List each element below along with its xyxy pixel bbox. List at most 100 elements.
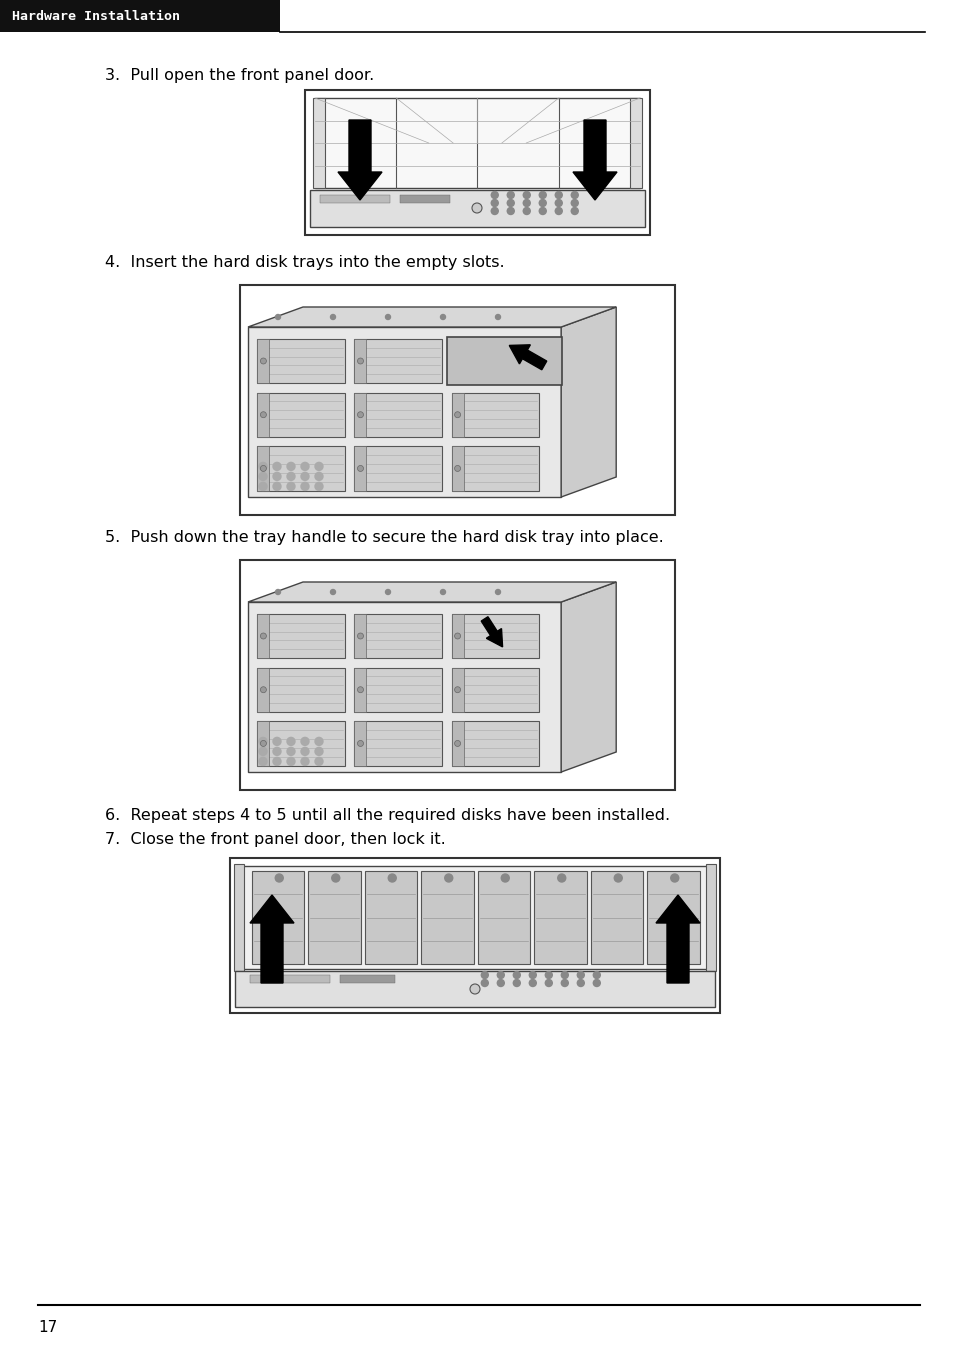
Circle shape	[357, 687, 363, 693]
Bar	[310, 190, 644, 227]
Circle shape	[481, 980, 488, 987]
Bar	[451, 614, 538, 657]
Circle shape	[357, 358, 363, 364]
Circle shape	[301, 737, 309, 745]
Circle shape	[440, 590, 445, 594]
Circle shape	[529, 980, 536, 987]
Bar	[451, 668, 538, 711]
Bar	[257, 668, 269, 711]
Circle shape	[577, 980, 583, 987]
Bar	[647, 871, 700, 964]
Bar	[451, 668, 463, 711]
Bar	[446, 338, 561, 385]
Circle shape	[538, 208, 546, 215]
Polygon shape	[560, 306, 616, 497]
Circle shape	[454, 633, 460, 639]
Circle shape	[507, 192, 514, 198]
Bar	[257, 339, 269, 383]
Circle shape	[491, 208, 497, 215]
Bar	[451, 614, 463, 657]
Bar	[590, 871, 643, 964]
Circle shape	[258, 482, 267, 490]
Bar	[477, 871, 530, 964]
Circle shape	[497, 972, 504, 979]
Circle shape	[558, 873, 565, 882]
Circle shape	[314, 482, 323, 490]
Circle shape	[495, 590, 500, 594]
Bar	[230, 859, 720, 1012]
Circle shape	[258, 463, 267, 470]
Circle shape	[444, 873, 453, 882]
Circle shape	[332, 873, 339, 882]
Bar	[705, 864, 716, 971]
Bar	[629, 99, 641, 188]
Bar	[257, 668, 345, 711]
Circle shape	[538, 200, 546, 207]
Bar	[257, 447, 269, 490]
Bar	[319, 194, 390, 202]
Bar	[451, 393, 463, 437]
Bar	[451, 447, 538, 490]
Circle shape	[571, 192, 578, 198]
Circle shape	[314, 757, 323, 765]
Circle shape	[388, 873, 395, 882]
Bar	[257, 721, 345, 765]
Circle shape	[560, 972, 568, 979]
Bar	[0, 0, 280, 32]
Circle shape	[275, 590, 280, 594]
Bar	[308, 871, 360, 964]
Text: 5.  Push down the tray handle to secure the hard disk tray into place.: 5. Push down the tray handle to secure t…	[105, 531, 663, 545]
Circle shape	[555, 192, 561, 198]
Circle shape	[301, 748, 309, 756]
Circle shape	[273, 472, 281, 481]
Circle shape	[258, 472, 267, 481]
Circle shape	[301, 463, 309, 470]
Polygon shape	[560, 582, 616, 772]
Circle shape	[301, 757, 309, 765]
Circle shape	[560, 980, 568, 987]
Bar	[355, 447, 442, 490]
Circle shape	[260, 633, 266, 639]
Circle shape	[301, 482, 309, 490]
Bar	[355, 721, 366, 765]
Bar	[365, 871, 417, 964]
Circle shape	[497, 980, 504, 987]
Bar	[313, 99, 325, 188]
FancyArrow shape	[656, 895, 700, 983]
Bar	[240, 285, 675, 514]
Circle shape	[454, 358, 460, 364]
Bar	[355, 614, 442, 657]
Bar	[451, 339, 463, 383]
Circle shape	[454, 412, 460, 417]
Text: 7.  Close the front panel door, then lock it.: 7. Close the front panel door, then lock…	[105, 832, 445, 846]
Text: 4.  Insert the hard disk trays into the empty slots.: 4. Insert the hard disk trays into the e…	[105, 255, 504, 270]
Circle shape	[273, 482, 281, 490]
Circle shape	[287, 748, 294, 756]
Circle shape	[454, 466, 460, 471]
Bar	[355, 339, 442, 383]
FancyArrow shape	[337, 120, 381, 200]
Circle shape	[529, 972, 536, 979]
Bar	[252, 871, 304, 964]
Circle shape	[495, 315, 500, 320]
Circle shape	[538, 192, 546, 198]
Circle shape	[258, 748, 267, 756]
Circle shape	[593, 980, 599, 987]
Circle shape	[481, 972, 488, 979]
Bar	[257, 447, 345, 490]
FancyArrow shape	[250, 895, 294, 983]
Bar	[257, 339, 345, 383]
Circle shape	[545, 972, 552, 979]
Circle shape	[314, 737, 323, 745]
Circle shape	[357, 633, 363, 639]
Circle shape	[330, 590, 335, 594]
Circle shape	[330, 315, 335, 320]
Circle shape	[301, 472, 309, 481]
Circle shape	[314, 463, 323, 470]
Bar	[355, 393, 366, 437]
Text: 3.  Pull open the front panel door.: 3. Pull open the front panel door.	[105, 68, 374, 82]
Bar	[451, 721, 463, 765]
Circle shape	[577, 972, 583, 979]
Circle shape	[258, 737, 267, 745]
Bar	[257, 721, 269, 765]
